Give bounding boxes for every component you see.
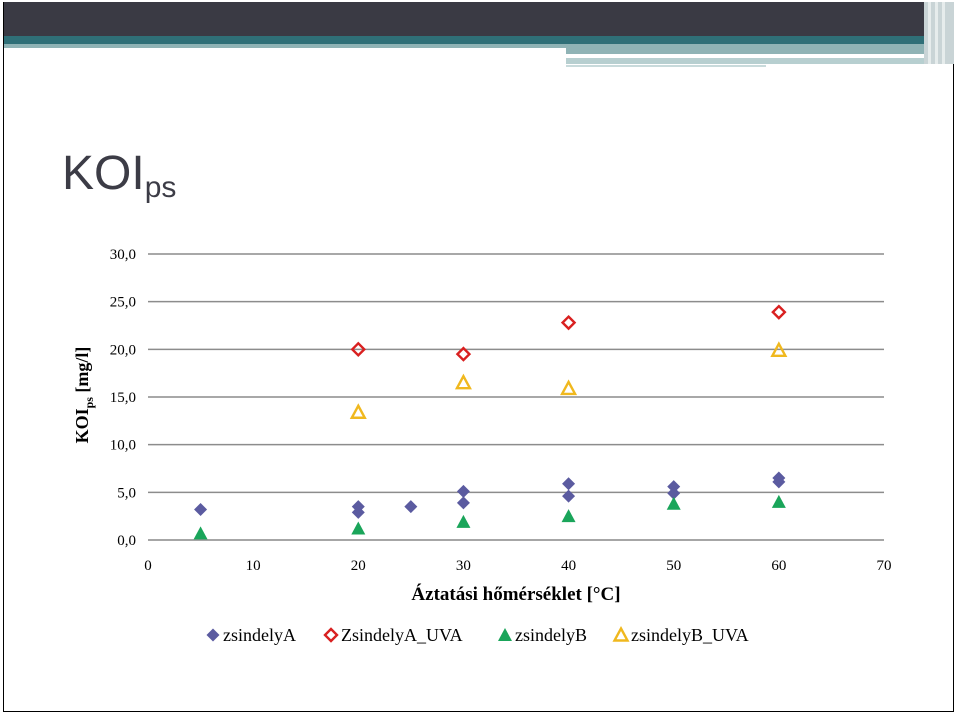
x-tick-label: 20 [351,558,366,574]
legend-marker [498,628,512,641]
data-point-ZsindelyA_UVA [350,341,366,358]
data-point-zsindelyA [667,480,681,494]
slide-header-stripe [4,36,954,44]
slide-accent-bar [566,48,936,54]
x-tick-labels: 0 10 20 30 40 50 60 70 [144,558,891,574]
x-tick-label: 10 [246,558,261,574]
legend-label: zsindelyA [223,625,296,645]
y-tick-labels: 0,0 5,0 10,0 15,0 20,0 25,0 30,0 [110,247,136,549]
slide-corner-decoration [924,2,954,64]
data-point-zsindelyA [562,489,576,503]
data-point-zsindelyA [404,500,418,514]
data-point-zsindelyA [562,477,576,491]
y-axis-title-subscript: ps [82,397,96,409]
data-point-zsindelyA [772,475,786,489]
data-point-zsindelyA [351,505,365,519]
y-tick-label: 30,0 [110,247,136,263]
data-point-zsindelyA [194,502,208,516]
data-point-zsindelyB_UVA [454,373,472,390]
legend-item-zsindelyB: zsindelyB [498,625,587,645]
x-tick-label: 60 [771,558,786,574]
data-point-zsindelyB [351,521,366,535]
legend-marker [323,627,339,643]
x-axis-title: Áztatási hőmérséklet [°C] [411,583,620,605]
y-tick-label: 5,0 [117,485,136,501]
y-tick-label: 20,0 [110,342,136,358]
data-point-ZsindelyA_UVA [455,346,472,362]
data-point-zsindelyB_UVA [770,341,788,357]
legend-label: ZsindelyA_UVA [341,625,463,645]
chart-legend: zsindelyA ZsindelyA_UVA zsindelyB zsindelyB… [206,625,749,645]
x-tick-label: 0 [144,558,152,574]
data-point-zsindelyB [456,514,471,528]
legend-item-zsindelyA: zsindelyA [206,625,296,645]
slide-title-main: KOI [62,147,145,200]
slide-accent-bar-light [566,58,936,64]
legend-item-zsindelyB_UVA: zsindelyB_UVA [612,625,749,645]
y-tick-label: 15,0 [110,390,136,406]
y-tick-label: 0,0 [117,533,136,549]
data-point-zsindelyB [666,496,681,510]
slide-header-band [4,2,954,36]
data-point-ZsindelyA_UVA [560,314,577,331]
y-axis-title: KOIps [mg/l] [72,347,96,444]
slide-header-stripe-light [4,44,954,48]
chart-gridlines [148,253,884,494]
data-points [193,304,788,540]
y-tick-label: 10,0 [110,438,136,454]
slide-title-subscript: ps [144,171,177,204]
legend-label: zsindelyB_UVA [631,625,749,645]
data-point-zsindelyA [667,486,681,500]
data-point-zsindelyB [193,526,208,540]
data-point-zsindelyA [456,484,470,498]
y-axis-title-main: KOI [72,408,92,443]
y-tick-label: 25,0 [110,295,136,311]
data-point-zsindelyB [771,494,786,508]
data-point-zsindelyA [456,496,470,510]
x-tick-label: 70 [877,558,892,574]
legend-label: zsindelyB [515,625,587,645]
x-tick-label: 30 [456,558,471,574]
slide-title: KOIps [62,150,176,203]
slide-accent-line [566,65,766,67]
y-axis-title-unit: [mg/l] [72,347,92,397]
legend-marker [206,628,220,642]
data-point-ZsindelyA_UVA [771,304,787,320]
data-point-zsindelyB_UVA [560,379,578,396]
data-point-zsindelyB [561,509,576,523]
slide-frame [3,2,954,712]
legend-item-ZsindelyA_UVA: ZsindelyA_UVA [323,625,463,645]
x-tick-label: 40 [561,558,576,574]
x-tick-label: 50 [666,558,681,574]
legend-marker [612,625,630,642]
data-point-zsindelyB_UVA [349,403,367,419]
